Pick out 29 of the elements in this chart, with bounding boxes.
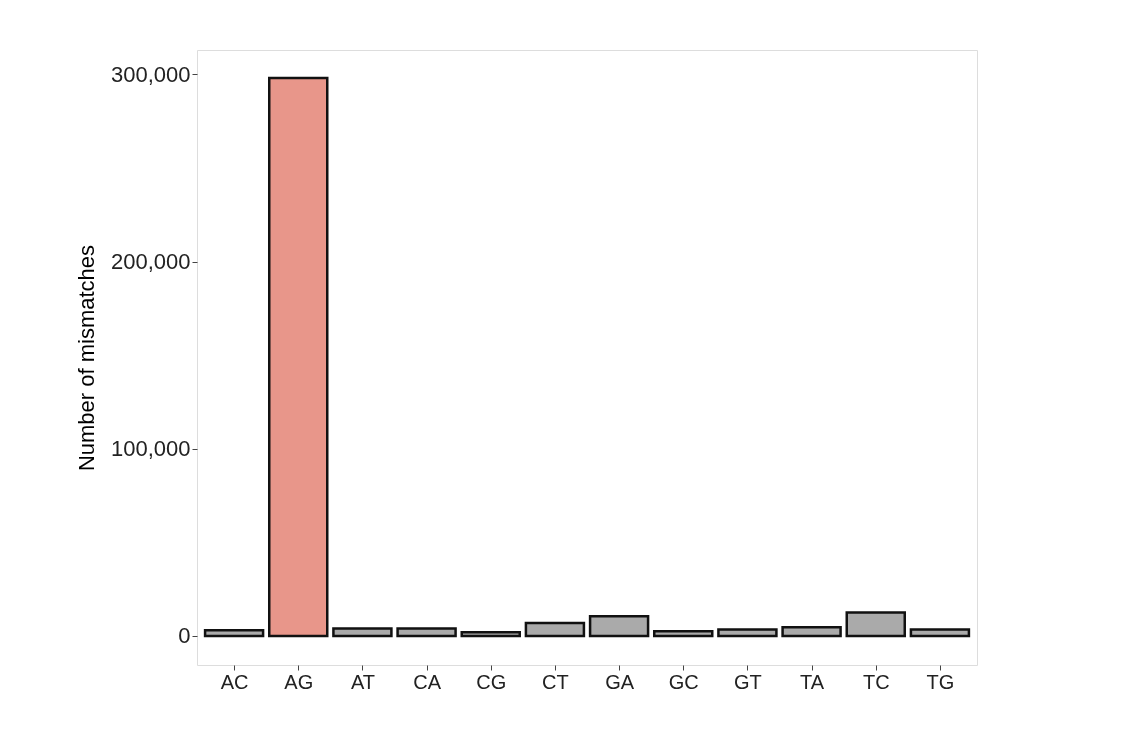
y-tick-label: 200,000 — [110, 249, 191, 275]
y-tick-label: 0 — [178, 623, 191, 649]
x-tick-label: CA — [413, 670, 442, 693]
x-tick-label: GA — [605, 670, 635, 693]
x-tick-label: CT — [542, 670, 569, 693]
x-tick-label: GT — [734, 670, 762, 693]
bar — [653, 630, 714, 638]
x-tick-label: TG — [926, 670, 955, 693]
x-tick-label: AG — [284, 670, 314, 693]
bar — [845, 611, 906, 638]
x-tick-label: TA — [800, 670, 825, 693]
x-tick-label: TC — [862, 670, 890, 693]
bar — [460, 630, 521, 638]
bar — [268, 76, 329, 638]
bar — [396, 627, 457, 638]
x-tick-label: CG — [476, 670, 507, 693]
y-axis-title: Number of mismatches — [73, 244, 99, 472]
bar — [203, 629, 265, 638]
x-tick-label: GC — [668, 670, 699, 693]
x-tick-label: AC — [220, 670, 249, 693]
bar — [588, 615, 650, 638]
bar — [909, 628, 971, 638]
bar — [781, 625, 842, 638]
y-tick-label: 300,000 — [110, 61, 191, 87]
x-tick-label: AT — [350, 670, 375, 693]
bar — [332, 627, 393, 638]
bar — [717, 628, 778, 638]
y-tick-label: 100,000 — [110, 436, 191, 462]
bar — [524, 621, 586, 638]
